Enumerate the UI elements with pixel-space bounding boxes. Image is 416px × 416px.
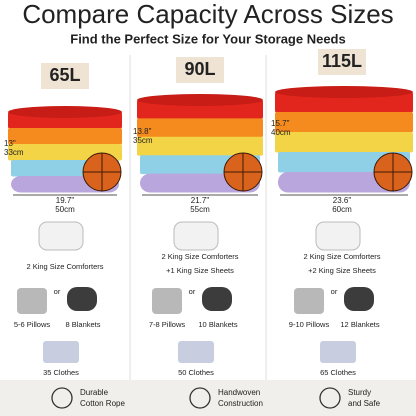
size-label: 65L (49, 65, 80, 85)
blankets: 12 Blankets (340, 320, 379, 329)
blanket-icon (67, 287, 97, 311)
title: Compare Capacity Across Sizes (22, 0, 393, 29)
pillow-icon (152, 288, 182, 314)
height-in: 15.7" (271, 119, 290, 128)
height-cm: 33cm (4, 148, 24, 157)
feature-line1: Handwoven (218, 388, 260, 397)
clothes: 35 Clothes (43, 368, 79, 377)
basketball-seam (224, 153, 262, 191)
basket-stripe (8, 128, 122, 145)
clothes-icon (178, 341, 214, 363)
basket-rim (8, 106, 122, 118)
size-label: 90L (184, 59, 215, 79)
height-in: 13.8" (133, 127, 152, 136)
height-cm: 35cm (133, 136, 153, 145)
clothes-icon (43, 341, 79, 363)
basket-stripe (275, 132, 413, 153)
feature-line2: and Safe (348, 399, 381, 408)
comforters: 2 King Size Comforters (161, 252, 238, 261)
pillows: 9-10 Pillows (289, 320, 330, 329)
comforters: 2 King Size Comforters (303, 252, 380, 261)
feature-icon (319, 387, 341, 409)
pillows: 7-8 Pillows (149, 320, 186, 329)
size-badge (318, 49, 366, 75)
width-in: 21.7" (191, 196, 210, 205)
clothes-icon (320, 341, 356, 363)
blanket-icon (344, 287, 374, 311)
subtitle: Find the Perfect Size for Your Storage N… (70, 31, 345, 46)
basket-stripe (137, 136, 263, 156)
comforters: 2 King Size Comforters (26, 262, 103, 271)
blankets: 10 Blankets (198, 320, 237, 329)
pillows: 5-6 Pillows (14, 320, 51, 329)
basket-rim (275, 86, 413, 98)
basket-stripe (275, 112, 413, 133)
size-badge (176, 57, 224, 83)
width-in: 19.7" (56, 196, 75, 205)
width-cm: 55cm (190, 205, 210, 214)
blankets: 8 Blankets (65, 320, 100, 329)
pillow-icon (294, 288, 324, 314)
height-cm: 40cm (271, 128, 291, 137)
or: or (331, 287, 338, 296)
comforter-icon (38, 221, 84, 251)
clothes: 50 Clothes (178, 368, 214, 377)
width-cm: 50cm (55, 205, 75, 214)
blanket-icon (202, 287, 232, 311)
feature-line1: Durable (80, 388, 109, 397)
pillow-icon (17, 288, 47, 314)
size-badge (41, 63, 89, 89)
feature-icon (51, 387, 73, 409)
height-in: 13" (4, 139, 16, 148)
comforter-icon (315, 221, 361, 251)
sheets: +2 King Size Sheets (308, 266, 376, 275)
footer-band (0, 380, 416, 416)
basket-stripe (137, 118, 263, 138)
basketball-seam (374, 153, 412, 191)
feature-line2: Construction (218, 399, 263, 408)
width-cm: 60cm (332, 205, 352, 214)
or: or (189, 287, 196, 296)
basket-rim (137, 94, 263, 106)
basketball-seam (83, 153, 121, 191)
feature-icon (189, 387, 211, 409)
width-in: 23.6" (333, 196, 352, 205)
size-label: 115L (322, 51, 362, 71)
feature-line1: Sturdy (348, 388, 371, 397)
feature-line2: Cotton Rope (80, 399, 125, 408)
sheets: +1 King Size Sheets (166, 266, 234, 275)
comforter-icon (173, 221, 219, 251)
clothes: 65 Clothes (320, 368, 356, 377)
or: or (54, 287, 61, 296)
